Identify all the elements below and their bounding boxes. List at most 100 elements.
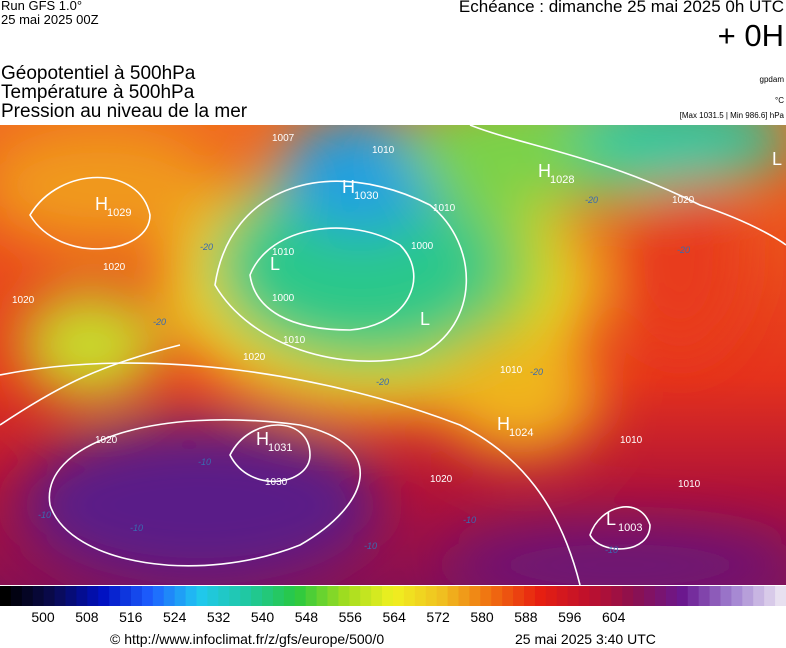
- unit-label: gpdam: [759, 75, 784, 84]
- colorbar-swatch: [731, 586, 743, 606]
- temperature-label: -10: [130, 523, 143, 533]
- colorbar-swatch: [753, 586, 765, 606]
- pressure-center-letter: L: [606, 509, 616, 529]
- isobar-label: 1020: [672, 195, 695, 206]
- isobar-label: 1010: [500, 365, 523, 376]
- colorbar-swatch: [207, 586, 219, 606]
- colorbar-swatch: [524, 586, 536, 606]
- colorbar-swatch: [469, 586, 481, 606]
- isobar-label: 1010: [678, 479, 701, 490]
- colorbar-label: 588: [514, 609, 538, 625]
- colorbar-swatch: [556, 586, 569, 606]
- colorbar-swatch: [720, 586, 732, 606]
- isobar-label: 1020: [95, 435, 118, 446]
- temperature-label: -10: [605, 545, 618, 555]
- temperature-label: -10: [38, 510, 51, 520]
- footer-url: © http://www.infoclimat.fr/z/gfs/europe/…: [110, 631, 385, 647]
- pressure-center-letter: H: [95, 194, 108, 214]
- pressure-center-value: 1030: [354, 190, 378, 202]
- unit-label: °C: [775, 96, 784, 105]
- temperature-label: -20: [585, 195, 598, 205]
- isobar-label: 1020: [12, 295, 35, 306]
- pressure-center-letter: L: [772, 149, 782, 169]
- colorbar-swatch: [622, 586, 634, 606]
- colorbar-label: 580: [470, 609, 494, 625]
- colorbar-swatch: [665, 586, 678, 606]
- colorbar-swatch: [65, 586, 77, 606]
- pressure-center-value: 1031: [268, 442, 292, 454]
- colorbar-swatch: [687, 586, 700, 606]
- pressure-center-value: 1003: [618, 522, 642, 534]
- colorbar-swatch: [163, 586, 176, 606]
- pressure-center-letter: L: [270, 254, 280, 274]
- colorbar-swatch: [87, 586, 99, 606]
- legend-line: Pression au niveau de la mer: [1, 101, 248, 122]
- legend-line: Température à 500hPa: [1, 82, 195, 103]
- colorbar-swatch: [349, 586, 361, 606]
- colorbar-label: 500: [31, 609, 55, 625]
- isobar-label: 1010: [372, 145, 395, 156]
- colorbar-swatch: [283, 586, 296, 606]
- colorbar-swatch: [513, 586, 525, 606]
- legend-line: Géopotentiel à 500hPa: [1, 63, 196, 84]
- colorbar-swatch: [764, 586, 776, 606]
- pressure-center-value: 1028: [550, 174, 574, 186]
- colorbar-swatch: [742, 586, 754, 606]
- pressure-center-value: 1029: [107, 207, 131, 219]
- colorbar-swatch: [21, 586, 34, 606]
- colorbar-label: 524: [163, 609, 187, 625]
- colorbar-label: 516: [119, 609, 143, 625]
- colorbar-swatch: [371, 586, 383, 606]
- colorbar-swatch: [578, 586, 590, 606]
- colorbar-swatch: [54, 586, 66, 606]
- colorbar-swatch: [709, 586, 721, 606]
- isobar-label: 1000: [272, 293, 295, 304]
- colorbar-label: 604: [602, 609, 626, 625]
- colorbar-swatch: [403, 586, 416, 606]
- colorbar-swatch: [425, 586, 438, 606]
- colorbar-label: 532: [206, 609, 231, 625]
- colorbar-swatch: [218, 586, 230, 606]
- colorbar-swatch: [141, 586, 154, 606]
- colorbar-swatch: [676, 586, 689, 606]
- run-date: 25 mai 2025 00Z: [1, 12, 99, 27]
- isobar-label: 1010: [272, 247, 295, 258]
- temperature-label: -20: [677, 245, 690, 255]
- isobar-label: 1030: [265, 477, 288, 488]
- colorbar-swatch: [775, 586, 786, 606]
- isobar-label: 1020: [103, 262, 126, 273]
- colorbar-swatch: [262, 586, 274, 606]
- pressure-center-letter: H: [497, 414, 510, 434]
- forecast-time: Echéance : dimanche 25 mai 2025 0h UTC: [458, 0, 784, 16]
- temperature-label: -10: [198, 457, 211, 467]
- isobar-label: 1000: [411, 241, 434, 252]
- isobar-label: 1020: [243, 352, 266, 363]
- colorbar-swatch: [43, 586, 56, 606]
- colorbar-swatch: [174, 586, 187, 606]
- colorbar-swatch: [600, 586, 612, 606]
- colorbar-swatch: [567, 586, 580, 606]
- colorbar-swatch: [240, 586, 252, 606]
- colorbar-swatch: [294, 586, 307, 606]
- temperature-label: -20: [153, 317, 166, 327]
- colorbar-swatch: [393, 586, 405, 606]
- colorbar-swatch: [98, 586, 110, 606]
- colorbar-label: 564: [382, 609, 406, 625]
- colorbar-label: 596: [558, 609, 582, 625]
- colorbar-swatch: [491, 586, 503, 606]
- colorbar-swatch: [251, 586, 263, 606]
- pressure-center-value: 1024: [509, 427, 533, 439]
- colorbar-swatch: [545, 586, 558, 606]
- colorbar-swatch: [338, 586, 350, 606]
- colorbar-swatch: [502, 586, 514, 606]
- pressure-center-letter: H: [538, 161, 551, 181]
- colorbar-swatch: [436, 586, 449, 606]
- colorbar-swatch: [589, 586, 601, 606]
- isobar-label: 1010: [433, 203, 456, 214]
- colorbar-swatch: [109, 586, 121, 606]
- colorbar-swatch: [229, 586, 241, 606]
- temperature-label: -10: [364, 541, 377, 551]
- colorbar-swatch: [698, 586, 711, 606]
- isobar-label: 1007: [272, 133, 295, 144]
